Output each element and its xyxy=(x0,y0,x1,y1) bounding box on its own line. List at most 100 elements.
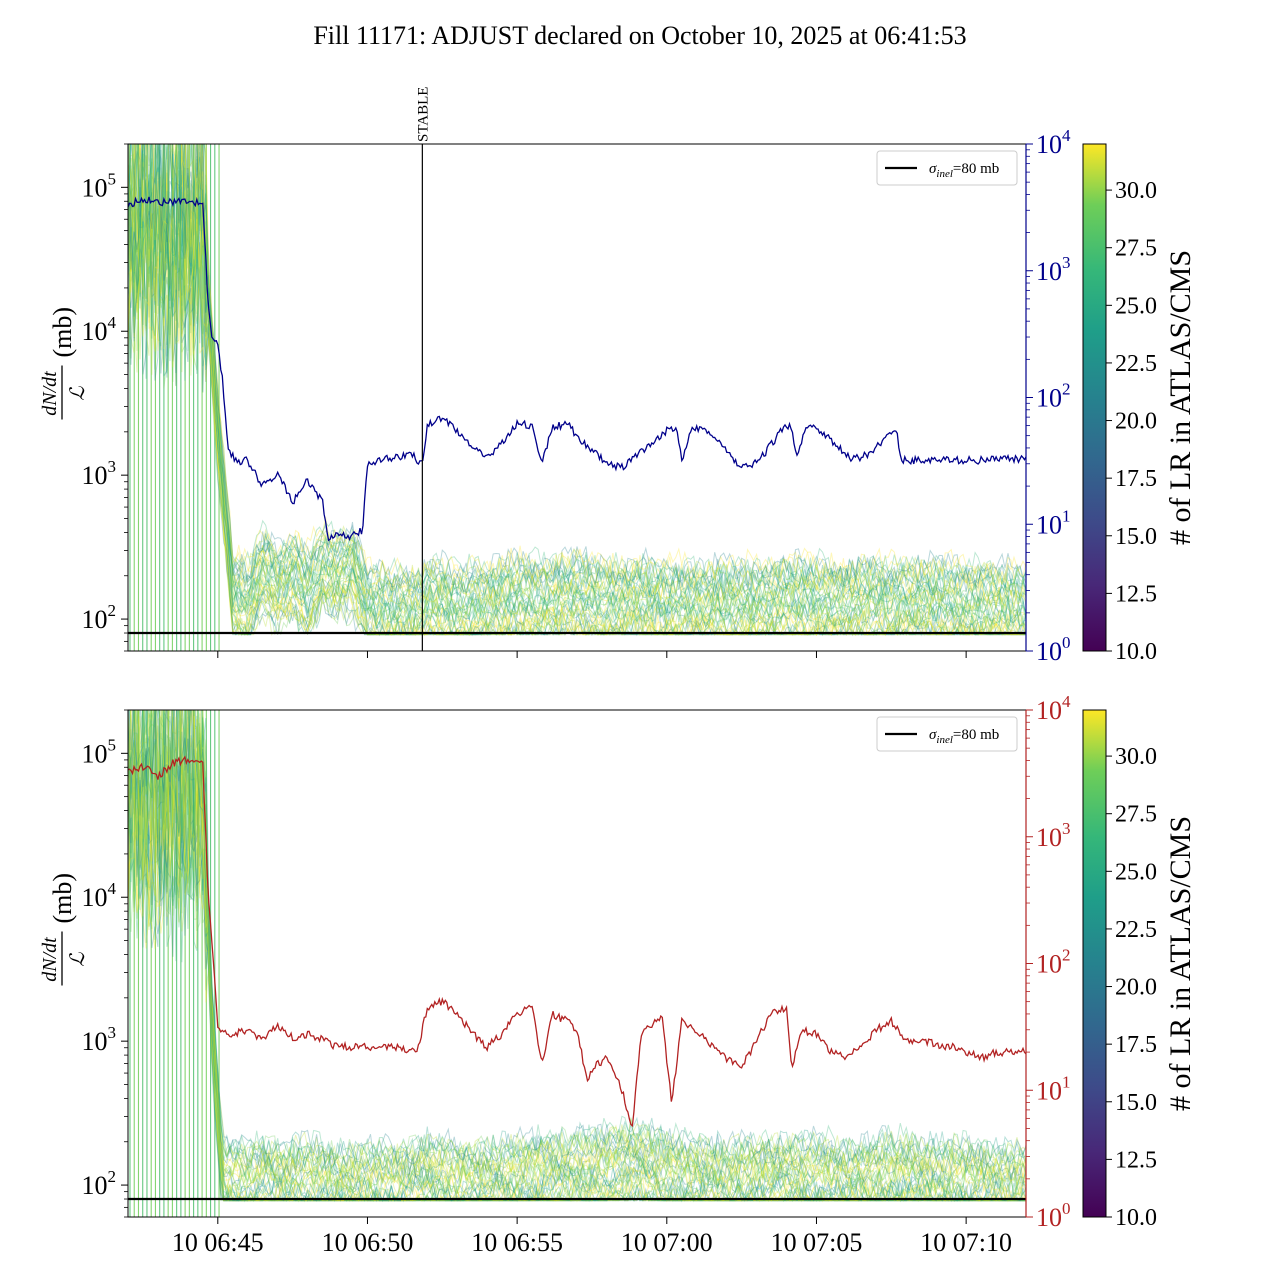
lr-line xyxy=(128,710,1026,1202)
tick-exponent: 3 xyxy=(108,457,117,476)
early-spike-lines xyxy=(129,710,220,1217)
colorbar-tick-label: 12.5 xyxy=(1115,581,1157,607)
lr-line xyxy=(128,710,1026,1170)
lr-line xyxy=(128,710,1026,1179)
tick-base: 10 xyxy=(82,173,108,202)
tick-base: 10 xyxy=(1036,637,1062,666)
tick-base: 10 xyxy=(82,1027,108,1056)
tick-exponent: 2 xyxy=(108,601,117,620)
colorbar-tick-label: 27.5 xyxy=(1115,236,1157,262)
lr-line xyxy=(128,144,1026,600)
lr-line xyxy=(128,144,1026,604)
lr-line xyxy=(128,738,1026,1203)
right-tick-label: 101 xyxy=(1036,1072,1071,1105)
y-label-numerator: dN/dt xyxy=(39,371,61,416)
lr-line xyxy=(128,144,1026,624)
lr-line xyxy=(128,151,1026,621)
colorbar-tick-label: 15.0 xyxy=(1115,1090,1157,1116)
y-label-denominator: ℒ xyxy=(67,386,89,401)
lr-line xyxy=(128,173,1026,637)
tick-exponent: 2 xyxy=(108,1167,117,1186)
lr-line xyxy=(128,710,1026,1194)
lr-line xyxy=(128,144,1026,630)
tick-base: 10 xyxy=(1036,257,1062,286)
y-tick-label: 102 xyxy=(82,601,117,634)
lr-line xyxy=(128,716,1026,1203)
lr-line xyxy=(128,732,1026,1203)
lr-line xyxy=(128,739,1026,1203)
colorbar-tick-label: 15.0 xyxy=(1115,524,1157,550)
lr-line xyxy=(128,710,1026,1203)
colorbar-gradient xyxy=(1082,709,1107,1218)
tick-exponent: 3 xyxy=(1062,819,1071,838)
lr-line xyxy=(128,710,1026,1189)
colorbar-tick-label: 17.5 xyxy=(1115,466,1157,492)
right-tick-label: 101 xyxy=(1036,506,1071,539)
colorbar-tick-label: 20.0 xyxy=(1115,975,1157,1001)
colorbar-tick-label: 10.0 xyxy=(1115,639,1157,665)
figure-title: Fill 11171: ADJUST declared on October 1… xyxy=(313,21,966,50)
y-tick-label: 105 xyxy=(82,735,117,768)
right-tick-label: 102 xyxy=(1036,380,1071,413)
colorbar-gradient xyxy=(1082,143,1107,652)
lr-line xyxy=(128,764,1026,1202)
lr-line xyxy=(128,144,1026,625)
stable-marker-label: STABLE xyxy=(415,87,431,142)
lr-line xyxy=(128,710,1026,1164)
right-axis-series xyxy=(128,196,1026,542)
right-tick-label: 100 xyxy=(1036,633,1071,666)
legend-box xyxy=(876,716,1018,752)
y-label-numerator: dN/dt xyxy=(39,937,61,982)
right-tick-label: 102 xyxy=(1036,946,1071,979)
lr-line xyxy=(128,710,1026,1178)
plot-area xyxy=(128,144,1026,651)
lr-band-lines xyxy=(128,144,1026,637)
colorbar-tick-label: 25.0 xyxy=(1115,293,1157,319)
lr-line xyxy=(128,144,1026,599)
lr-line xyxy=(133,710,1026,1185)
legend: σinel=80 mb xyxy=(876,716,1018,752)
lr-line xyxy=(128,712,1026,1203)
right-tick-label: 100 xyxy=(1036,1199,1071,1232)
colorbar-top: 10.0 12.5 15.0 17.5 20.0 22.5 25.0 27.5 30.0 # of… xyxy=(1082,143,1197,665)
lr-line xyxy=(128,737,1026,1203)
lr-line xyxy=(128,742,1026,1203)
legend-rest: =80 mb xyxy=(953,727,999,743)
lr-line xyxy=(128,710,1026,1167)
lr-line xyxy=(128,144,1026,630)
lr-line xyxy=(128,162,1026,633)
lr-line xyxy=(128,710,1026,1203)
y-label-unit: (mb) xyxy=(48,873,77,924)
y-axis-label: dN/dt ℒ (mb) xyxy=(39,873,89,986)
lr-line xyxy=(128,199,1026,637)
right-tick-label: 103 xyxy=(1036,253,1071,286)
lr-line xyxy=(128,172,1026,635)
right-tick-label: 103 xyxy=(1036,819,1071,852)
lr-line xyxy=(128,710,1026,1186)
lr-line xyxy=(128,710,1026,1192)
lr-line xyxy=(128,153,1026,627)
tick-base: 10 xyxy=(1036,696,1062,725)
lr-line xyxy=(128,710,1026,1202)
lr-line xyxy=(128,183,1026,637)
lr-line xyxy=(128,195,1026,636)
lr-line xyxy=(128,752,1026,1202)
tick-base: 10 xyxy=(1036,823,1062,852)
y-tick-label: 102 xyxy=(82,1167,117,1200)
lr-line xyxy=(128,710,1026,1181)
lr-line xyxy=(128,748,1026,1202)
colorbar-tick-label: 10.0 xyxy=(1115,1205,1157,1231)
y-tick-label: 104 xyxy=(82,879,117,912)
colorbar-tick-label: 30.0 xyxy=(1115,744,1157,770)
tick-exponent: 3 xyxy=(1062,253,1071,272)
lr-line xyxy=(128,198,1026,637)
tick-base: 10 xyxy=(82,461,108,490)
x-tick-label: 10 06:55 xyxy=(471,1228,563,1257)
colorbar-tick-label: 17.5 xyxy=(1115,1032,1157,1058)
colorbar-tick-label: 30.0 xyxy=(1115,178,1157,204)
colorbar-tick-label: 27.5 xyxy=(1115,802,1157,828)
tick-exponent: 1 xyxy=(1062,506,1071,525)
tick-base: 10 xyxy=(1036,384,1062,413)
